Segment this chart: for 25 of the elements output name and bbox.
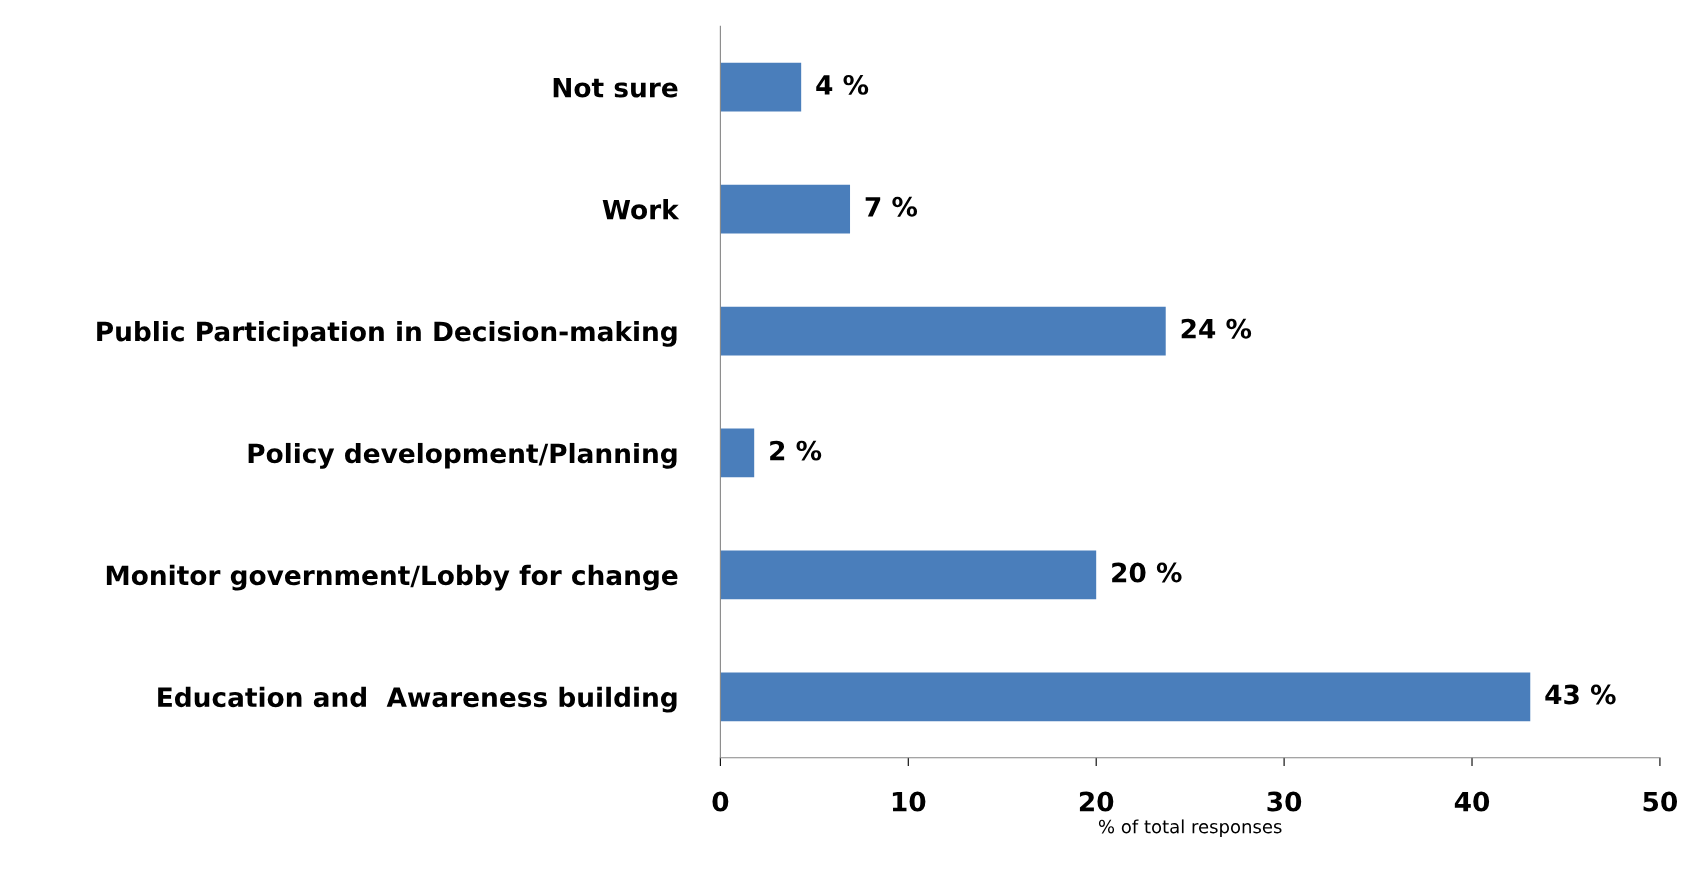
y-tick-label: Monitor government/Lobby for change <box>106 564 678 591</box>
data-label: 20 % <box>1112 562 1182 583</box>
x-tick-label: 20 <box>1079 791 1114 812</box>
bar <box>720 62 802 112</box>
y-tick-label: Policy development/Planning <box>248 442 677 469</box>
x-tick-label: 50 <box>1643 791 1678 812</box>
y-tick-label: Public Participation in Decision-making <box>97 321 677 347</box>
x-tick-label: 10 <box>892 791 926 812</box>
data-label: 24 % <box>1181 318 1252 339</box>
bar <box>720 306 1166 356</box>
data-label: 43 % <box>1545 684 1616 705</box>
x-tick-label: 0 <box>712 791 729 812</box>
bar <box>720 428 755 478</box>
data-label: 4 % <box>816 74 869 95</box>
bar <box>720 550 1097 600</box>
y-tick-label: Work <box>602 199 680 220</box>
x-tick-label: 40 <box>1454 791 1490 812</box>
bar <box>720 672 1531 722</box>
y-tick-label: Not sure <box>553 77 678 98</box>
data-label: 7 % <box>865 196 918 217</box>
data-label: 2 % <box>770 440 822 461</box>
y-tick-label: Education and Awareness building <box>158 686 677 713</box>
bar <box>720 184 851 234</box>
x-axis-title: % of total responses <box>1098 819 1282 837</box>
x-tick-label: 30 <box>1267 791 1302 812</box>
